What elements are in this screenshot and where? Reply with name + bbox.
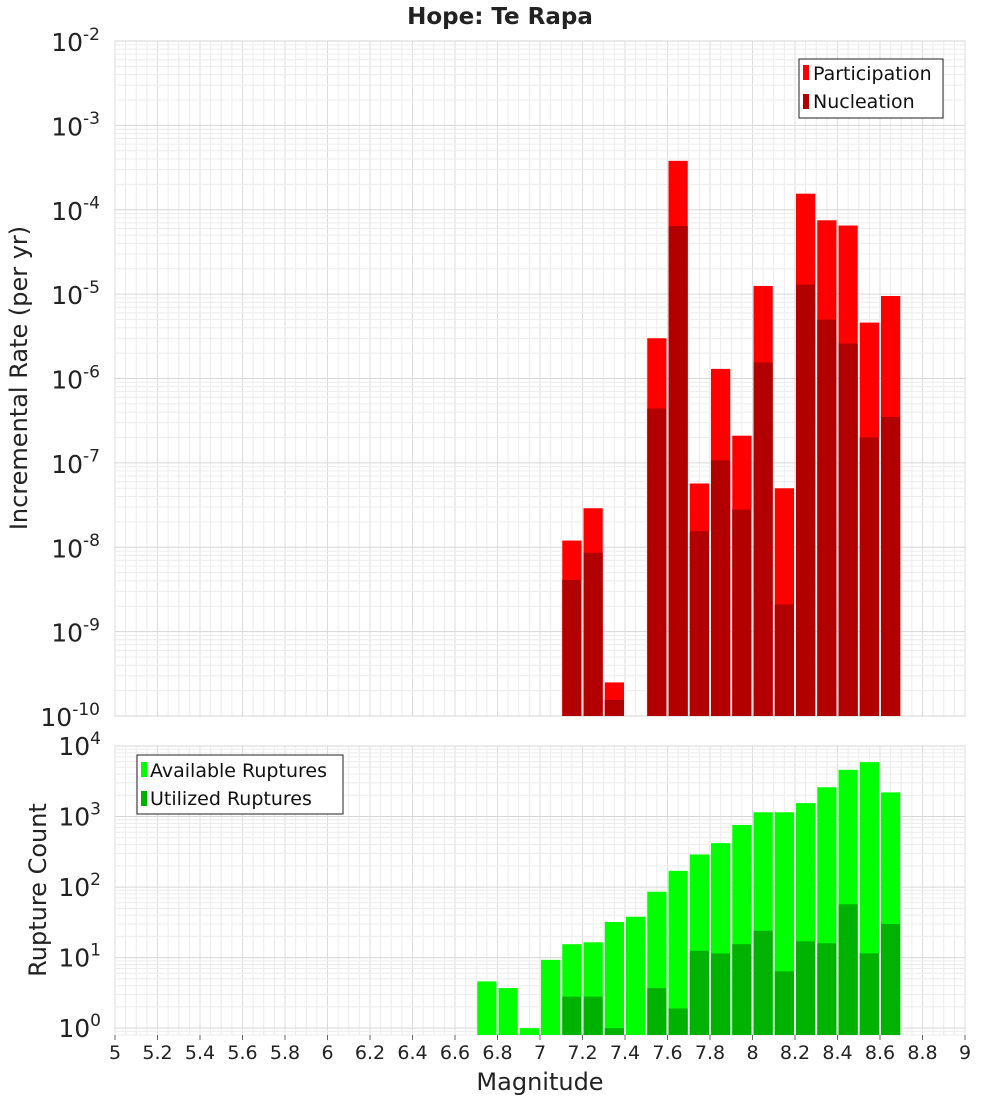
- y-tick-label: 10-6: [51, 362, 100, 394]
- utilized-ruptures-bar: [711, 953, 731, 1035]
- utilized-ruptures-bar: [583, 996, 603, 1035]
- rate-y-axis-title: Incremental Rate (per yr): [5, 226, 33, 530]
- y-tick-label: 10-4: [51, 194, 100, 226]
- x-axis-title: Magnitude: [476, 1068, 603, 1096]
- x-tick-label: 8.6: [865, 1042, 895, 1064]
- y-tick-label: 10-3: [51, 109, 100, 141]
- nucleation-bar: [732, 509, 752, 716]
- nucleation-bar: [774, 604, 794, 716]
- x-tick-label: 5: [109, 1042, 121, 1064]
- x-tick-label: 7.8: [695, 1042, 725, 1064]
- utilized-ruptures-bar: [859, 953, 879, 1035]
- nucleation-bar: [562, 579, 582, 716]
- available-ruptures-bar: [668, 870, 688, 1035]
- x-tick-label: 8.2: [780, 1042, 810, 1064]
- utilized-ruptures-bar: [647, 988, 667, 1035]
- y-tick-label: 100: [58, 1011, 101, 1043]
- x-tick-label: 5.6: [227, 1042, 257, 1064]
- x-tick-label: 6.2: [355, 1042, 385, 1064]
- x-tick-label: 8: [746, 1042, 758, 1064]
- available-ruptures-bar: [541, 959, 561, 1035]
- x-tick-label: 7: [534, 1042, 546, 1064]
- x-tick-label: 6: [321, 1042, 333, 1064]
- rate-legend: Participation Nucleation: [798, 58, 944, 119]
- x-tick-labels: 5 5.2 5.4 5.6 5.8 6 6.2 6.4 6.6 6.8 7 7.2 7.4 7.6 7.8 8…: [109, 1035, 971, 1064]
- x-tick-label: 6.6: [440, 1042, 470, 1064]
- rate-y-tick-labels: 10-10 10-9 10-8 10-7 10-6 10-5 10-4 10-3 10-2: [40, 25, 100, 732]
- x-tick-label: 6.8: [482, 1042, 512, 1064]
- utilized-ruptures-bar: [817, 943, 837, 1035]
- x-tick-label: 9: [959, 1042, 971, 1064]
- x-tick-label: 5.2: [142, 1042, 172, 1064]
- nucleation-bar: [753, 362, 773, 716]
- nucleation-bar: [859, 437, 879, 716]
- nucleation-bar: [796, 284, 816, 716]
- nucleation-bar: [647, 408, 667, 716]
- rate-panel: 10-10 10-9 10-8 10-7 10-6 10-5 10-4 10-3 10-2 In…: [5, 25, 966, 732]
- nucleation-bar: [583, 552, 603, 716]
- utilized-ruptures-bar: [796, 941, 816, 1035]
- nucleation-bar: [689, 531, 709, 716]
- y-tick-label: 10-2: [51, 25, 100, 57]
- y-tick-label: 10-5: [51, 278, 100, 310]
- utilized-ruptures-bar: [881, 923, 901, 1035]
- utilized-ruptures-bar: [753, 930, 773, 1035]
- x-tick-label: 5.4: [185, 1042, 215, 1064]
- count-y-axis-title: Rupture Count: [24, 803, 52, 977]
- available-ruptures-bar: [604, 921, 624, 1035]
- nucleation-legend-swatch: [803, 94, 809, 109]
- utilized-ruptures-legend-label: Utilized Ruptures: [150, 788, 312, 810]
- nucleation-bar: [604, 699, 624, 716]
- y-tick-label: 10-10: [40, 700, 100, 732]
- utilized-ruptures-bar: [838, 904, 858, 1035]
- available-ruptures-legend-label: Available Ruptures: [150, 760, 327, 782]
- y-tick-label: 101: [58, 940, 101, 972]
- x-tick-label: 7.4: [610, 1042, 640, 1064]
- available-ruptures-bar: [626, 916, 646, 1035]
- nucleation-bar: [817, 319, 837, 716]
- count-y-tick-labels: 100 101 102 103 104: [58, 729, 101, 1043]
- x-tick-label: 8.8: [907, 1042, 937, 1064]
- utilized-ruptures-bar: [668, 1008, 688, 1035]
- y-tick-label: 102: [58, 870, 101, 902]
- y-tick-label: 103: [58, 799, 101, 831]
- chart-title: Hope: Te Rapa: [407, 4, 593, 30]
- participation-legend-label: Participation: [813, 63, 932, 85]
- count-legend: Available Ruptures Utilized Ruptures: [136, 754, 344, 815]
- count-panel: 100 101 102 103 104 5 5.2 5.4 5.6 5.8 6 6.2 6.4 6.6 6…: [24, 729, 971, 1096]
- x-tick-label: 6.4: [397, 1042, 427, 1064]
- available-ruptures-legend-swatch: [141, 762, 147, 777]
- utilized-ruptures-legend-swatch: [141, 791, 147, 806]
- y-tick-label: 10-9: [51, 615, 100, 647]
- y-tick-label: 104: [58, 729, 101, 761]
- rate-grid: [114, 40, 966, 717]
- available-ruptures-bar: [519, 1028, 539, 1035]
- x-tick-label: 7.6: [652, 1042, 682, 1064]
- utilized-ruptures-bar: [604, 1028, 624, 1035]
- rate-bars: [562, 160, 901, 717]
- participation-legend-swatch: [803, 65, 809, 80]
- utilized-ruptures-bar: [562, 996, 582, 1035]
- available-ruptures-bar: [477, 981, 497, 1035]
- nucleation-bar: [668, 226, 688, 716]
- utilized-ruptures-bar: [732, 944, 752, 1035]
- x-tick-label: 5.8: [270, 1042, 300, 1064]
- x-tick-label: 7.2: [567, 1042, 597, 1064]
- utilized-ruptures-bar: [774, 971, 794, 1035]
- y-tick-label: 10-8: [51, 531, 100, 563]
- count-legend-box: [136, 754, 344, 815]
- rate-legend-box: [798, 58, 944, 119]
- x-tick-label: 8.4: [822, 1042, 852, 1064]
- available-ruptures-bar: [498, 988, 518, 1035]
- nucleation-bar: [838, 343, 858, 716]
- nucleation-bar: [711, 460, 731, 716]
- y-tick-label: 10-7: [51, 447, 100, 479]
- count-bars: [477, 762, 901, 1035]
- utilized-ruptures-bar: [689, 950, 709, 1035]
- nucleation-bar: [881, 416, 901, 716]
- nucleation-legend-label: Nucleation: [813, 91, 915, 113]
